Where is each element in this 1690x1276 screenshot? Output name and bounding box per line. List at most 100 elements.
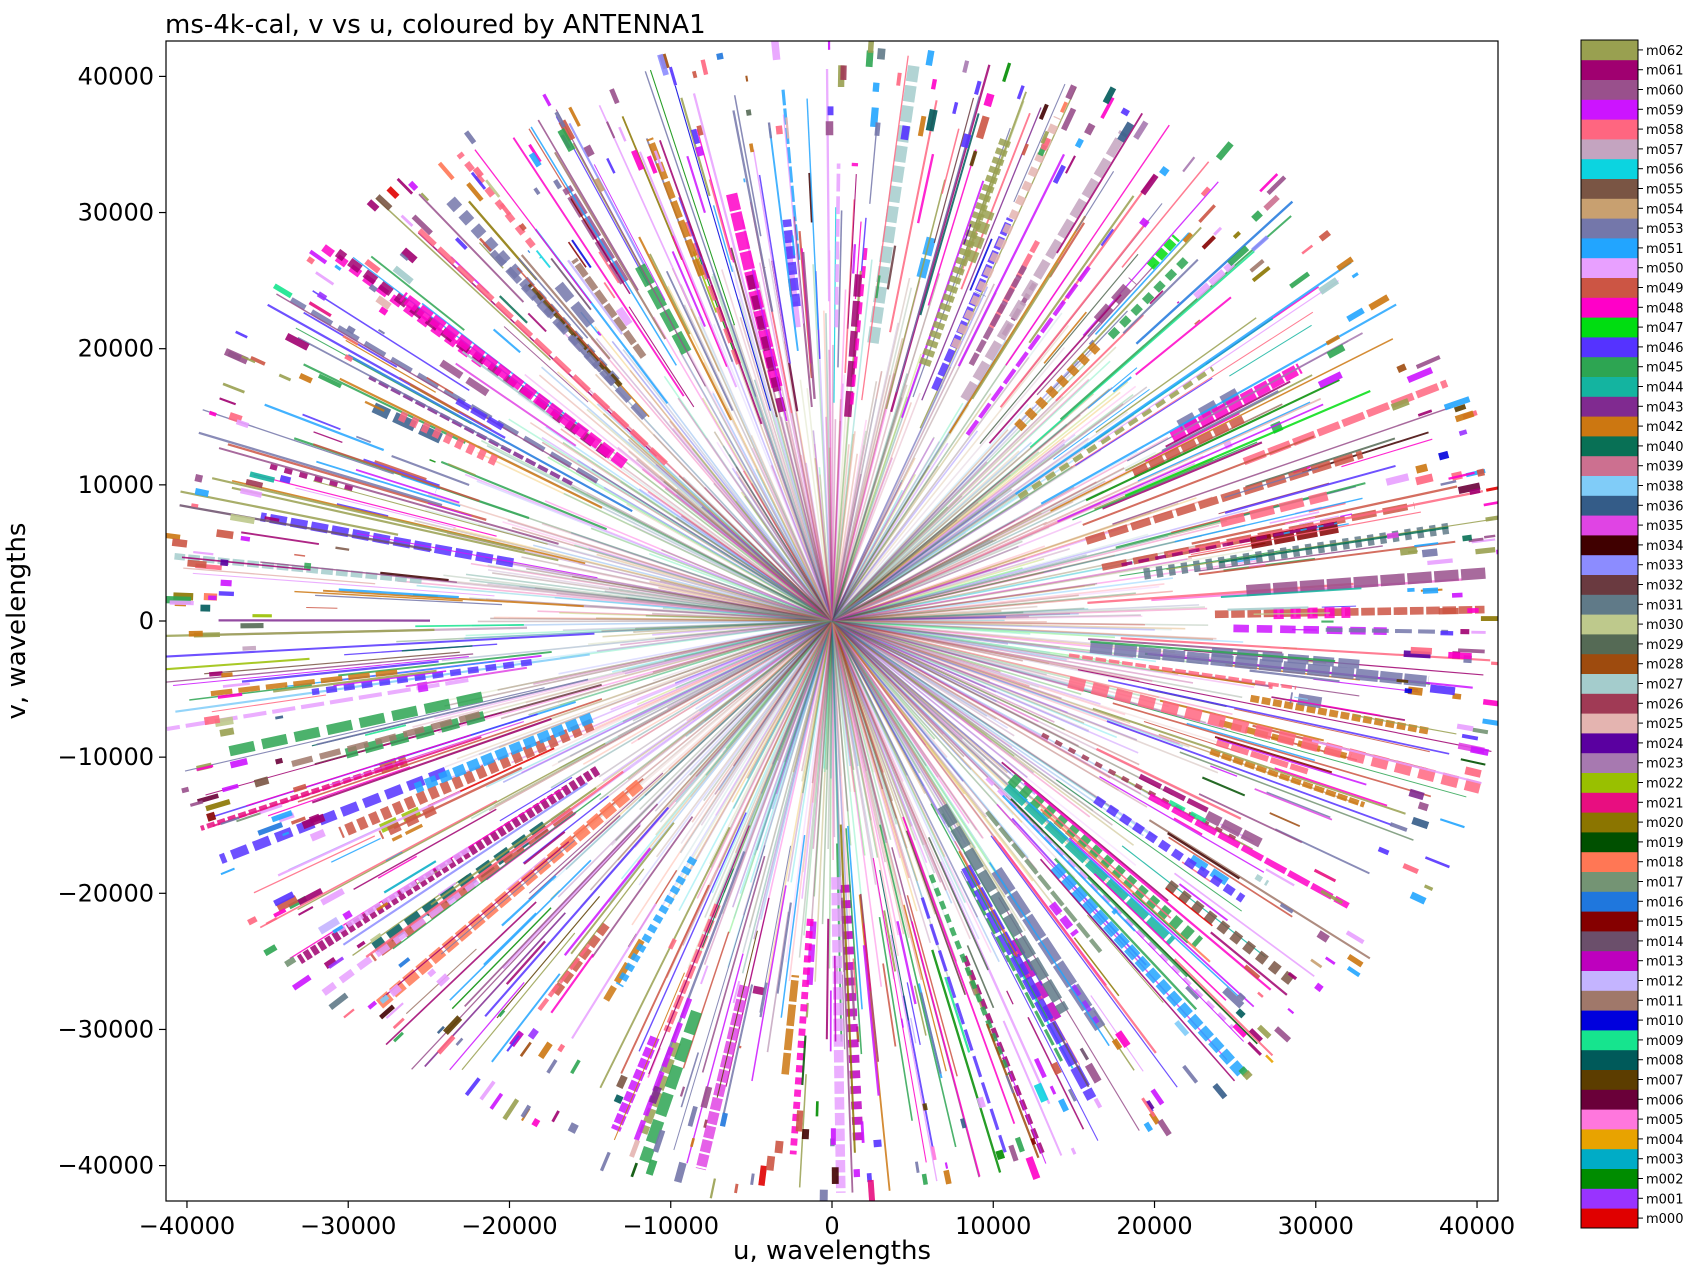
uv-track — [211, 694, 327, 713]
uv-track-inner — [825, 620, 833, 770]
uv-track-inner — [551, 620, 833, 767]
uv-track — [1099, 776, 1265, 873]
uv-track-inner — [732, 323, 833, 622]
uv-track-inner — [831, 571, 1044, 622]
uv-track-rim — [975, 115, 990, 140]
uv-track — [364, 400, 385, 412]
uv-track-inner — [686, 620, 833, 876]
uv-track-rim — [411, 214, 433, 236]
uv-track-rim — [1313, 868, 1337, 883]
uv-track-inner — [760, 620, 833, 794]
uv-track-inner — [487, 569, 833, 622]
uv-track-inner — [831, 620, 966, 903]
uv-track-inner — [831, 585, 1160, 622]
x-tick-label: 20000 — [1116, 1212, 1192, 1240]
uv-track — [671, 251, 706, 327]
uv-track — [596, 330, 602, 337]
uv-track-inner — [801, 620, 833, 782]
uv-track-inner — [831, 312, 1063, 622]
uv-track-inner — [731, 620, 833, 803]
uv-track — [1083, 317, 1274, 449]
uv-track-inner — [831, 404, 970, 622]
uv-track-inner — [735, 471, 833, 622]
uv-track-inner — [469, 597, 833, 622]
uv-track-inner — [831, 423, 1068, 622]
uv-track-inner — [574, 544, 833, 622]
uv-track-inner — [622, 349, 833, 622]
uv-track — [885, 179, 946, 410]
uv-track — [988, 294, 1122, 444]
uv-track-rim — [1157, 1118, 1172, 1137]
uv-track — [726, 192, 783, 389]
uv-track-inner — [831, 430, 867, 622]
uv-track-inner — [654, 620, 833, 812]
uv-track-inner — [620, 481, 833, 622]
uv-track — [990, 835, 1178, 1088]
uv-track-inner — [831, 441, 940, 622]
uv-track — [1014, 339, 1103, 432]
uv-track-inner — [746, 620, 833, 779]
uv-track-inner — [831, 462, 1196, 622]
uv-track-rim — [719, 1112, 728, 1127]
colorbar-label-m057: m057 — [1646, 143, 1683, 158]
uv-track-rim — [436, 1034, 456, 1055]
uv-track-inner — [714, 620, 833, 909]
uv-track-inner — [831, 457, 916, 622]
colorbar-label-m033: m033 — [1646, 559, 1683, 574]
uv-track-inner — [780, 416, 833, 622]
uv-track — [1249, 669, 1340, 683]
uv-track-rim — [1496, 549, 1498, 555]
uv-track-inner — [416, 584, 833, 622]
uv-track-inner — [831, 403, 1029, 622]
uv-track-inner — [831, 386, 1148, 622]
uv-track-rim — [489, 1092, 504, 1110]
colorbar-label-m004: m004 — [1646, 1133, 1683, 1148]
uv-track-inner — [831, 437, 1089, 622]
uv-track-inner — [554, 596, 833, 622]
uv-track-inner — [685, 620, 833, 699]
uv-track — [879, 869, 909, 1021]
uv-track-inner — [453, 527, 833, 622]
uv-track-inner — [831, 620, 899, 936]
uv-track-inner — [831, 620, 1155, 631]
uv-track-rim — [356, 940, 366, 949]
uv-track-rim — [1424, 856, 1450, 869]
uv-track-inner — [831, 620, 1026, 932]
uv-track — [903, 904, 947, 1072]
uv-track-inner — [544, 500, 833, 622]
uv-track-inner — [831, 381, 1129, 622]
colorbar-label-m006: m006 — [1646, 1093, 1683, 1108]
uv-track — [364, 724, 407, 736]
uv-track-inner — [723, 620, 833, 754]
uv-track — [415, 624, 524, 628]
uv-track — [780, 834, 806, 1018]
uv-track-rim — [874, 122, 881, 136]
uv-track — [550, 257, 592, 311]
uv-track-inner — [678, 350, 833, 622]
uv-track-rim — [220, 559, 229, 567]
uv-track-rim — [271, 810, 293, 823]
uv-track-rim — [1236, 992, 1246, 1002]
uv-track-rim — [502, 1098, 520, 1121]
uv-track-rim — [657, 53, 669, 76]
uv-track-inner — [591, 468, 833, 622]
uv-track — [743, 178, 746, 183]
x-tick-label: −30000 — [300, 1212, 396, 1240]
uv-track-inner — [712, 273, 833, 622]
uv-track-inner — [526, 567, 833, 622]
uv-track — [1052, 1021, 1090, 1088]
colorbar-label-m021: m021 — [1646, 796, 1683, 811]
uv-track — [1001, 761, 1169, 902]
colorbar-label-m020: m020 — [1646, 816, 1683, 831]
uv-track — [638, 236, 733, 421]
uv-track-rim — [960, 133, 972, 149]
uv-track — [447, 463, 476, 476]
uv-track-inner — [705, 620, 833, 776]
uv-track-rim — [375, 194, 393, 211]
uv-track-rim — [194, 488, 210, 498]
uv-track-inner — [831, 374, 891, 622]
uv-track — [1176, 301, 1180, 304]
uv-track-rim — [379, 994, 390, 1004]
uv-track — [1043, 311, 1087, 364]
uv-track-rim — [568, 106, 581, 127]
